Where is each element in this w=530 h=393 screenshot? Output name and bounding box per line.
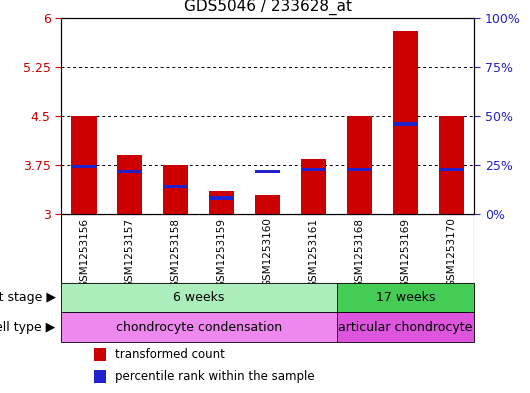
Bar [94,370,107,384]
Bar [439,168,464,171]
Bar [163,165,189,214]
Bar [71,165,96,168]
Bar [439,116,464,214]
Bar [393,122,418,126]
Text: GSM1253158: GSM1253158 [171,218,181,288]
Text: GSM1253157: GSM1253157 [125,218,135,288]
Bar [117,170,143,173]
Text: GSM1253168: GSM1253168 [355,218,365,288]
Bar [255,195,280,214]
Bar [209,196,234,200]
Bar [255,170,280,173]
Title: GDS5046 / 233628_at: GDS5046 / 233628_at [184,0,351,15]
Text: cell type ▶: cell type ▶ [0,321,56,334]
Text: transformed count: transformed count [114,348,225,361]
Text: GSM1253159: GSM1253159 [217,218,227,288]
Bar [94,347,107,361]
Bar [347,168,372,171]
Bar [117,155,143,214]
Bar [337,283,474,312]
Text: articular chondrocyte: articular chondrocyte [338,321,473,334]
Bar [163,185,189,189]
Bar [301,168,326,171]
Text: GSM1253161: GSM1253161 [308,218,319,288]
Text: GSM1253170: GSM1253170 [446,218,456,288]
Text: GSM1253160: GSM1253160 [263,218,272,288]
Bar [393,31,418,214]
Text: chondrocyte condensation: chondrocyte condensation [116,321,282,334]
Bar [209,191,234,214]
Bar [71,116,96,214]
Text: development stage ▶: development stage ▶ [0,291,56,304]
Text: 17 weeks: 17 weeks [376,291,435,304]
Bar [61,312,337,342]
Text: 6 weeks: 6 weeks [173,291,224,304]
Bar [347,116,372,214]
Text: percentile rank within the sample: percentile rank within the sample [114,370,314,383]
Bar [301,158,326,214]
Text: GSM1253156: GSM1253156 [79,218,89,288]
Bar [337,312,474,342]
Text: GSM1253169: GSM1253169 [401,218,410,288]
Bar [61,283,337,312]
